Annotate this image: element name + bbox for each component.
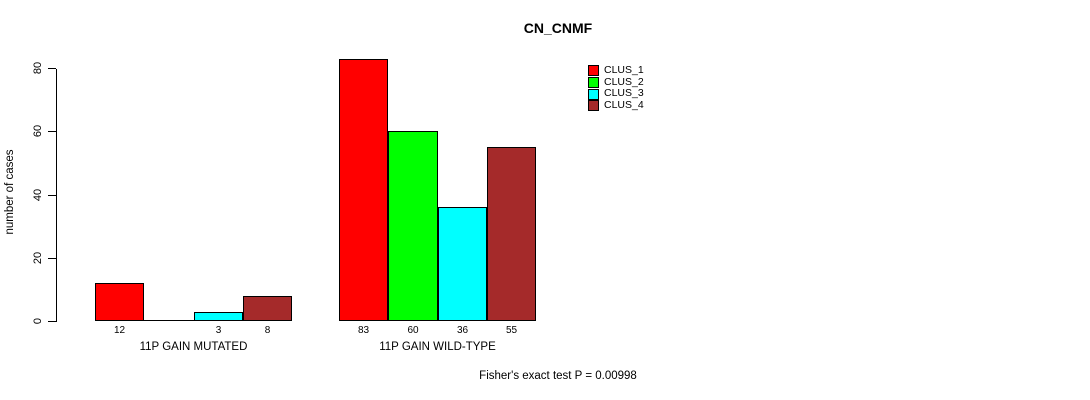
legend-label: CLUS_2 — [604, 75, 644, 88]
y-tick-mark — [48, 68, 56, 69]
legend: CLUS_1 CLUS_2 CLUS_3 CLUS_4 — [588, 64, 644, 112]
y-tick-label: 40 — [32, 188, 44, 202]
bar-clus_3-group2 — [438, 207, 487, 321]
bar-clus_2-group2 — [388, 131, 438, 321]
bar-value-label: 3 — [215, 325, 222, 336]
y-tick-mark — [48, 195, 56, 196]
y-tick-label: 20 — [32, 251, 44, 265]
bar-clus_3-group1 — [194, 312, 243, 321]
y-tick-label: 80 — [32, 61, 44, 75]
legend-swatch-clus_3 — [588, 88, 599, 100]
bar-clus_1-group2 — [339, 59, 388, 321]
y-tick-mark — [48, 258, 56, 259]
y-tick-mark — [48, 131, 56, 132]
bar-clus_4-group1 — [243, 296, 292, 321]
bar-value-label: 12 — [113, 325, 126, 336]
y-axis-line — [56, 69, 57, 322]
bar-clus_4-group2 — [487, 147, 536, 321]
legend-row-clus_1: CLUS_1 — [588, 64, 644, 77]
fisher-test-annotation: Fisher's exact test P = 0.00998 — [479, 370, 637, 382]
legend-swatch-clus_1 — [588, 65, 599, 77]
legend-label: CLUS_3 — [604, 87, 644, 100]
legend-label: CLUS_4 — [604, 99, 644, 112]
legend-row-clus_3: CLUS_3 — [588, 88, 644, 100]
bar-value-label: 55 — [505, 325, 518, 336]
bar-value-label: 36 — [456, 325, 469, 336]
category-label-group2: 11P GAIN WILD-TYPE — [379, 341, 496, 353]
chart-title: CN_CNMF — [523, 20, 593, 36]
bar-value-label: 60 — [407, 325, 419, 336]
bar-value-label: 8 — [264, 325, 271, 336]
y-tick-mark — [48, 321, 56, 322]
y-tick-label: 0 — [32, 317, 44, 325]
legend-row-clus_2: CLUS_2 — [588, 75, 644, 89]
bar-clus_1-group1 — [95, 283, 144, 321]
legend-label: CLUS_1 — [604, 64, 644, 76]
y-tick-label: 60 — [32, 124, 44, 138]
legend-swatch-clus_2 — [588, 77, 599, 89]
category-label-group1: 11P GAIN MUTATED — [139, 341, 248, 353]
bar-value-label: 83 — [357, 325, 370, 336]
group-baseline — [95, 320, 292, 321]
legend-row-clus_4: CLUS_4 — [588, 99, 644, 112]
legend-swatch-clus_4 — [588, 100, 599, 112]
y-axis-label: number of cases — [4, 149, 16, 235]
